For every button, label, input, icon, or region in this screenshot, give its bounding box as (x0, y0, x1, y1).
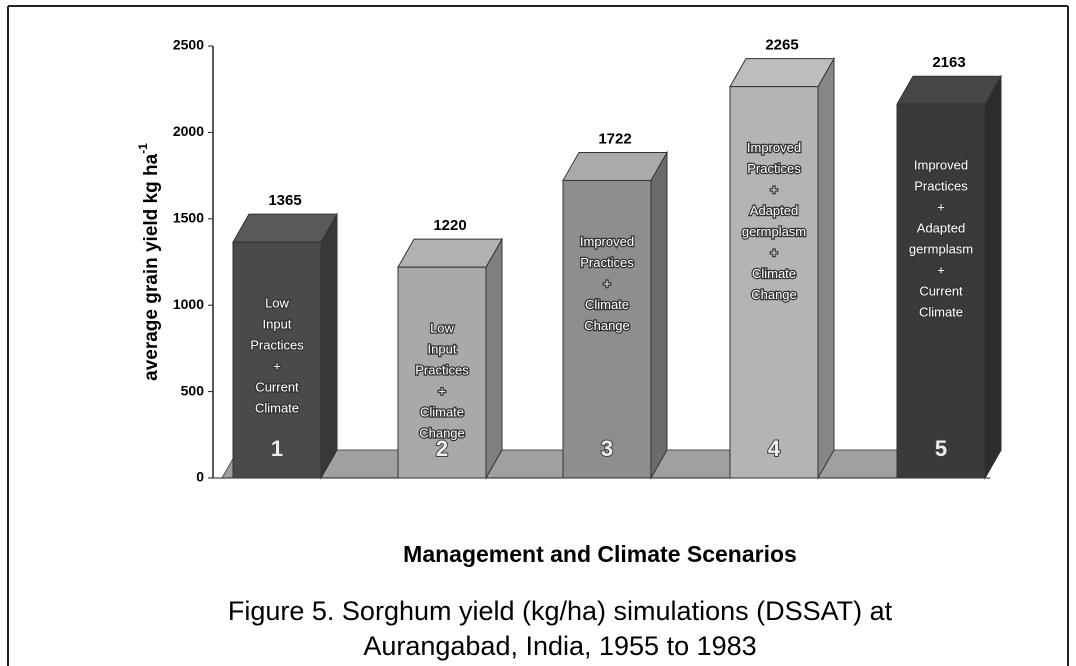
category-label: 5 (935, 436, 947, 461)
bar-description: + (273, 359, 281, 374)
bar-description: Current (255, 380, 299, 395)
bar-description: + (770, 182, 778, 197)
bar (232, 241, 322, 479)
value-label: 2265 (765, 37, 798, 54)
bar-description: + (937, 200, 945, 215)
bar (397, 266, 487, 479)
bar-description: Change (419, 426, 465, 441)
y-axis-label-text: average grain yield kg ha (141, 153, 162, 380)
y-tick-label: 0 (196, 469, 204, 485)
y-axis-label: average grain yield kg ha-1 (136, 143, 162, 381)
value-label: 1722 (598, 130, 631, 147)
bar-description: Practices (250, 338, 304, 353)
bar-top (729, 58, 835, 88)
category-label: 4 (768, 436, 781, 461)
bar-description: + (937, 263, 945, 278)
y-axis-label-sup: -1 (136, 143, 150, 154)
bar-side (984, 74, 1002, 480)
bar-description: Climate (255, 401, 299, 416)
y-tick-label: 2500 (173, 37, 204, 53)
bar-description: germplasm (742, 224, 806, 239)
bar-description: Change (584, 318, 630, 333)
bar-description: Adapted (750, 203, 798, 218)
y-tick-label: 2000 (173, 123, 204, 139)
bar-side (650, 150, 668, 480)
bar-top (562, 151, 668, 181)
value-label: 2163 (932, 54, 965, 71)
category-label: 2 (436, 436, 448, 461)
bar-description: Practices (415, 363, 469, 378)
y-tick-label: 1500 (173, 210, 204, 226)
category-label: 3 (601, 436, 613, 461)
bar-description: Improved (914, 158, 968, 173)
bar (729, 86, 819, 479)
bar-side (320, 212, 338, 480)
bar-description: Input (263, 317, 292, 332)
bar-description: Improved (747, 140, 801, 155)
bar-description: Practices (580, 255, 634, 270)
bar-side (817, 56, 835, 480)
bar-description: + (438, 384, 446, 399)
bar-description: Climate (585, 297, 629, 312)
value-label: 1220 (433, 217, 466, 234)
value-label: 1365 (268, 192, 301, 209)
caption: Aurangabad, India, 1955 to 1983 (363, 631, 756, 661)
y-tick-label: 1000 (173, 296, 204, 312)
bar-top (397, 238, 503, 268)
bar-description: Current (919, 284, 963, 299)
bar-description: Climate (752, 266, 796, 281)
bar-description: Change (751, 287, 797, 302)
bar-top (232, 213, 338, 243)
bar-description: + (770, 245, 778, 260)
bar (896, 103, 986, 479)
bar-description: Adapted (917, 221, 965, 236)
bar-description: + (603, 276, 611, 291)
bar-description: Input (428, 342, 457, 357)
bar-description: Practices (747, 161, 801, 176)
bar-side (485, 237, 503, 480)
bar-description: Low (265, 296, 289, 311)
bar-description: germplasm (909, 242, 973, 257)
y-tick-label: 500 (181, 382, 205, 398)
caption: Figure 5. Sorghum yield (kg/ha) simulati… (228, 596, 893, 626)
category-label: 1 (271, 436, 283, 461)
bar-top (896, 75, 1002, 105)
bar-description: Practices (914, 179, 968, 194)
bar-description: Improved (580, 234, 634, 249)
bar-description: Climate (919, 305, 963, 320)
bar (562, 179, 652, 479)
x-axis-label: Management and Climate Scenarios (403, 541, 797, 567)
bar-description: Climate (420, 405, 464, 420)
bar-description: Low (430, 321, 454, 336)
